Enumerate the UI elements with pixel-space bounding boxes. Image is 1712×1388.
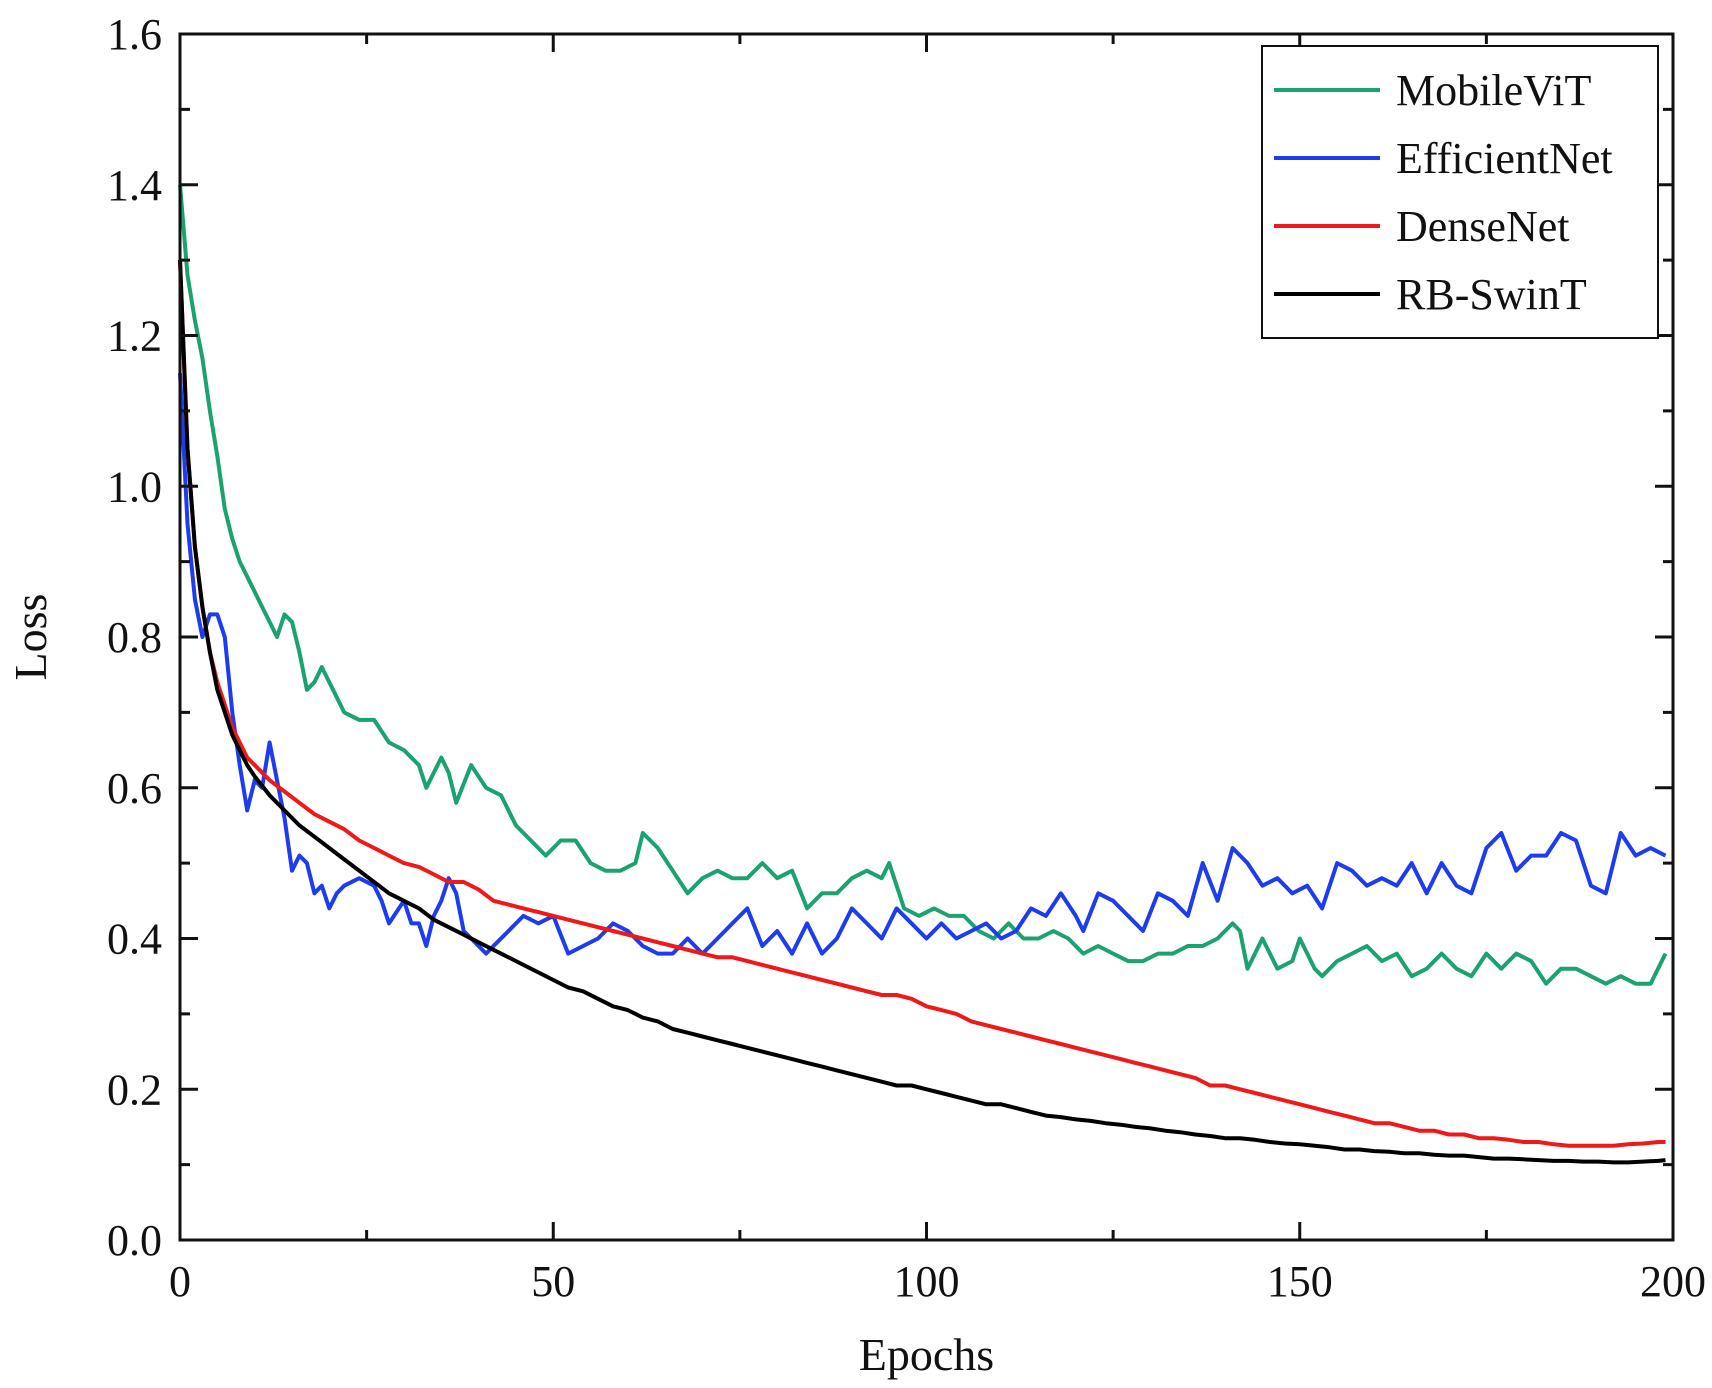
y-tick-label: 1.6 xyxy=(107,10,162,59)
x-tick-label: 200 xyxy=(1640,1257,1706,1306)
y-tick-label: 1.0 xyxy=(107,462,162,511)
x-axis-title: Epochs xyxy=(859,1329,994,1380)
legend-label: RB-SwinT xyxy=(1396,270,1587,319)
axis-layer: 0 50 100 150 200 0.0 0.2 0.4 0.6 0.8 1.0 1.2 1.4 1.6 xyxy=(107,10,1706,1306)
y-tick-label: 0.6 xyxy=(107,764,162,813)
series-line-densenet xyxy=(178,260,1666,1148)
y-tick-label: 0.0 xyxy=(107,1216,162,1265)
legend-label: DenseNet xyxy=(1396,202,1570,251)
x-tick-label: 50 xyxy=(531,1257,575,1306)
series-line-rb-swint xyxy=(178,260,1666,1165)
y-tick-label: 0.2 xyxy=(107,1065,162,1114)
series-line-mobilevit xyxy=(178,184,1668,986)
legend-label: EfficientNet xyxy=(1396,134,1613,183)
x-tick-label: 0 xyxy=(169,1257,191,1306)
y-tick-label: 1.2 xyxy=(107,312,162,361)
x-tick-label: 100 xyxy=(894,1257,960,1306)
y-tick-label: 1.4 xyxy=(107,161,162,210)
x-tick-label: 150 xyxy=(1267,1257,1333,1306)
series-line-efficientnet xyxy=(178,373,1667,956)
legend: MobileViT EfficientNet DenseNet RB-SwinT xyxy=(1261,45,1659,339)
legend-label: MobileViT xyxy=(1396,66,1591,115)
y-tick-label: 0.8 xyxy=(107,613,162,662)
y-tick-label: 0.4 xyxy=(107,915,162,964)
legend-box xyxy=(1261,45,1659,339)
y-axis-title: Loss xyxy=(5,594,56,681)
series-layer xyxy=(178,184,1668,1165)
